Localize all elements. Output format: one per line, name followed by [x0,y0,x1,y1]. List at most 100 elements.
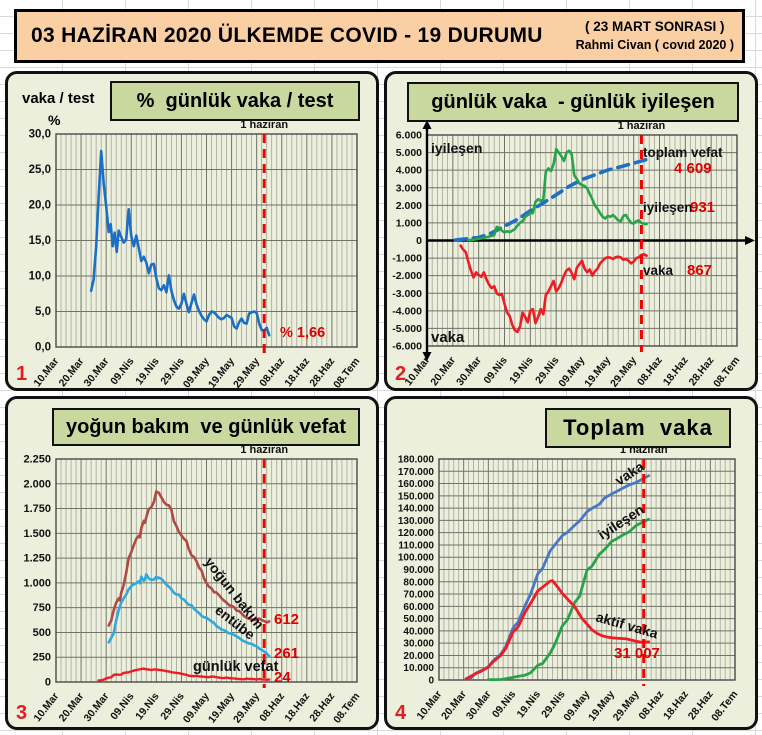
svg-text:1.250: 1.250 [23,553,51,565]
svg-text:1.750: 1.750 [23,503,51,515]
svg-text:250: 250 [33,652,51,664]
svg-text:09.Nis: 09.Nis [481,354,510,386]
svg-text:10.000: 10.000 [403,663,434,674]
svg-text:80.000: 80.000 [403,577,434,588]
svg-text:vaka: vaka [643,263,674,278]
svg-text:931: 931 [690,199,715,216]
svg-text:90.000: 90.000 [403,565,434,576]
chart-1-title: % günlük vaka / test [110,81,360,121]
svg-text:08.Tem: 08.Tem [709,688,740,723]
header-subtitle: ( 23 MART SONRASI ) [585,19,725,35]
svg-text:09.Nis: 09.Nis [108,690,137,722]
chart-4-title: Toplam vaka [545,408,731,448]
svg-text:08.Haz: 08.Haz [257,690,287,724]
svg-text:100.000: 100.000 [398,553,435,564]
svg-text:750: 750 [33,602,51,614]
svg-text:-2.000: -2.000 [392,270,422,282]
svg-text:08.Tem: 08.Tem [331,355,362,388]
svg-text:-4.000: -4.000 [392,305,422,317]
panel-number-1: 1 [16,363,28,385]
header-right-block: ( 23 MART SONRASI ) Rahmi Civan ( covıd … [576,18,742,53]
svg-text:19.Nis: 19.Nis [133,355,162,387]
svg-text:günlük vefat: günlük vefat [193,659,279,675]
svg-text:08.Haz: 08.Haz [635,354,665,388]
svg-text:-5.000: -5.000 [392,323,422,335]
panel-number-3: 3 [16,702,28,724]
svg-text:08.Haz: 08.Haz [636,688,666,722]
svg-text:5.000: 5.000 [396,147,422,159]
svg-text:867: 867 [687,262,712,279]
chart-1-axis-caption: vaka / test [22,90,95,107]
svg-text:29.May: 29.May [611,688,642,723]
chart-icu-daily-deaths-canvas: 2.250 2.000 1.750 1.500 1.250 1.000 750 500 250 0… [23,444,362,726]
svg-text:0,0: 0,0 [35,342,51,354]
svg-text:130.000: 130.000 [398,516,435,527]
svg-text:70.000: 70.000 [403,590,434,601]
svg-text:2.000: 2.000 [23,478,51,490]
svg-text:30.Mar: 30.Mar [82,355,112,388]
svg-text:160.000: 160.000 [398,479,435,490]
panel-number-4: 4 [395,702,407,724]
svg-text:08.Tem: 08.Tem [711,354,742,388]
chart-3-title: yoğun bakım ve günlük vefat [52,408,360,446]
svg-text:30.Mar: 30.Mar [454,354,484,388]
svg-text:iyileşen: iyileşen [431,140,482,156]
svg-text:vaka: vaka [431,329,465,346]
svg-text:toplam vefat: toplam vefat [643,145,723,160]
svg-text:20.000: 20.000 [403,651,434,662]
svg-text:1.500: 1.500 [23,528,51,540]
svg-text:30,0: 30,0 [29,129,51,141]
svg-text:10,0: 10,0 [29,271,51,283]
svg-text:40.000: 40.000 [403,626,434,637]
chart-daily-cases-recovered-canvas: 6.000 5.000 4.000 3.000 2.000 1.000 0 -1.000 -2.… [392,120,755,388]
svg-text:170.000: 170.000 [398,467,435,478]
svg-text:31 007: 31 007 [614,645,660,662]
svg-text:19.Nis: 19.Nis [507,354,536,386]
svg-text:0: 0 [45,677,51,689]
svg-text:3.000: 3.000 [396,182,422,194]
svg-text:2.000: 2.000 [396,200,422,212]
svg-text:612: 612 [274,611,299,628]
svg-text:09.Nis: 09.Nis [108,355,137,387]
svg-text:1 haziran: 1 haziran [240,119,288,131]
svg-text:4 609: 4 609 [674,160,712,177]
svg-text:1 haziran: 1 haziran [240,444,288,456]
svg-text:30.Mar: 30.Mar [464,688,494,722]
svg-text:120.000: 120.000 [398,528,435,539]
svg-text:iyileşen: iyileşen [643,200,693,215]
panel-number-2: 2 [395,363,407,385]
svg-text:110.000: 110.000 [398,540,434,551]
svg-text:4.000: 4.000 [396,165,422,177]
svg-text:-6.000: -6.000 [392,341,422,353]
svg-text:1.000: 1.000 [396,217,422,229]
svg-text:18.Haz: 18.Haz [282,690,312,724]
svg-text:0: 0 [428,676,434,687]
panel-total-cases: 180.000 170.000 160.000 150.000 140.000 130.0… [384,396,758,730]
svg-text:60.000: 60.000 [403,602,434,613]
svg-text:10.Mar: 10.Mar [414,688,444,722]
svg-text:19.Nis: 19.Nis [515,688,544,720]
svg-text:20,0: 20,0 [29,200,51,212]
svg-text:19.Nis: 19.Nis [133,690,162,722]
svg-text:1 haziran: 1 haziran [618,120,666,132]
panel-daily-case-test-ratio: 30,0 25,0 20,0 15,0 10,0 5,0 0,0 10.Mar 20.Mar 30… [5,71,379,391]
svg-text:6.000: 6.000 [396,130,422,142]
svg-text:30.000: 30.000 [403,639,434,650]
svg-text:150.000: 150.000 [398,491,435,502]
svg-text:-3.000: -3.000 [392,288,422,300]
page-title: 03 HAZİRAN 2020 ÜLKEMDE COVID - 19 DURUM… [31,24,543,47]
header-banner: 03 HAZİRAN 2020 ÜLKEMDE COVID - 19 DURUM… [14,9,745,63]
svg-text:15,0: 15,0 [29,235,51,247]
header-author: Rahmi Civan ( covıd 2020 ) [575,37,734,52]
svg-text:20.Mar: 20.Mar [428,354,458,388]
svg-text:5,0: 5,0 [35,306,51,318]
svg-text:08.Tem: 08.Tem [331,690,362,725]
svg-text:-1.000: -1.000 [392,253,422,265]
svg-text:24: 24 [274,669,291,686]
panel-icu-daily-deaths: 2.250 2.000 1.750 1.500 1.250 1.000 750 500 250 0… [5,396,379,730]
chart-case-test-ratio-canvas: 30,025,020,015,010,05,00,010.Mar20.Mar30… [29,119,363,388]
chart-2-title: günlük vaka - günlük iyileşen [407,82,739,122]
svg-text:2.250: 2.250 [23,454,51,466]
chart-1-percent-label: % [48,112,61,128]
